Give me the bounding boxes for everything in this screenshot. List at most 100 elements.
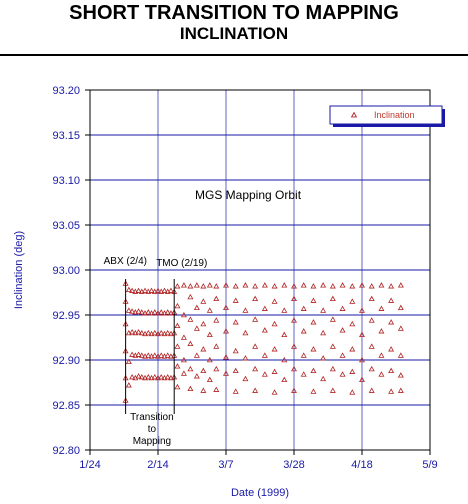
data-point: [138, 329, 145, 336]
data-point: [174, 322, 181, 329]
plot-frame: [89, 89, 431, 451]
data-point: [329, 316, 336, 322]
data-point: [378, 352, 385, 358]
data-point: [213, 365, 220, 372]
data-point: [378, 282, 385, 288]
data-point: [339, 327, 346, 333]
data-point: [291, 365, 297, 372]
annotation-mapping-orbit: MGS Mapping Orbit: [195, 188, 302, 202]
data-point: [151, 373, 158, 380]
data-point: [129, 287, 136, 293]
data-point: [158, 352, 165, 358]
data-point: [339, 371, 346, 377]
data-point: [187, 293, 194, 300]
data-point: [193, 325, 200, 331]
data-point: [193, 282, 200, 288]
data-point: [213, 317, 220, 323]
data-point: [180, 356, 187, 363]
data-point: [138, 352, 145, 358]
data-point: [271, 368, 278, 374]
data-point: [180, 282, 187, 288]
data-point: [125, 307, 132, 313]
data-point: [397, 352, 404, 358]
data-point: [200, 320, 207, 327]
data-point: [164, 373, 171, 380]
data-point: [300, 282, 307, 288]
data-point: [291, 295, 297, 302]
data-point: [223, 304, 229, 311]
data-point: [242, 375, 249, 382]
data-point: [223, 354, 229, 360]
data-point: [359, 307, 365, 313]
data-point: [125, 358, 132, 365]
data-point: [135, 287, 142, 293]
data-point: [213, 386, 220, 392]
data-point: [232, 388, 239, 394]
data-point: [388, 388, 395, 394]
data-point: [223, 328, 229, 334]
data-point: [206, 282, 213, 288]
data-point: [388, 319, 395, 325]
data-point: [200, 298, 207, 304]
x-tick-label: 1/24: [79, 459, 100, 471]
data-point: [187, 365, 194, 372]
data-point: [206, 356, 213, 363]
y-tick-label: 92.95: [52, 310, 80, 322]
data-point: [242, 282, 249, 288]
data-point: [206, 307, 213, 313]
data-point: [252, 316, 259, 322]
data-point: [129, 328, 136, 335]
data-point: [300, 305, 307, 311]
data-point: [378, 328, 385, 334]
data-point: [388, 297, 395, 303]
data-point: [329, 343, 336, 349]
data-point: [158, 309, 165, 315]
data-point: [125, 382, 132, 388]
data-point: [359, 376, 365, 383]
data-point: [135, 351, 142, 357]
data-point: [187, 385, 194, 392]
x-tick-label: 2/14: [147, 459, 168, 471]
data-point: [158, 373, 165, 380]
data-point: [200, 387, 207, 393]
event-markers: [125, 279, 175, 414]
data-point: [242, 355, 249, 361]
annotation-transition-line3: Mapping: [133, 436, 171, 447]
data-point: [252, 295, 259, 302]
data-point: [187, 340, 194, 347]
data-point: [359, 356, 365, 363]
data-point: [271, 283, 278, 289]
y-tick-label: 92.80: [52, 445, 80, 457]
data-point: [135, 373, 142, 379]
data-point: [397, 372, 404, 378]
data-point: [310, 388, 317, 394]
data-point: [242, 329, 249, 336]
data-point: [349, 346, 356, 352]
data-point: [349, 283, 356, 289]
chart-subtitle: INCLINATION: [179, 24, 289, 43]
data-point: [145, 309, 152, 315]
data-point: [158, 329, 165, 336]
data-point: [300, 328, 307, 334]
data-point: [368, 343, 375, 349]
data-point: [125, 286, 132, 293]
data-point: [232, 319, 239, 325]
data-point: [164, 352, 171, 358]
data-point: [138, 373, 145, 380]
data-point: [174, 383, 181, 390]
data-point: [200, 367, 207, 374]
x-tick-label: 3/28: [283, 459, 304, 471]
x-axis-label: Date (1999): [231, 487, 289, 499]
data-point: [310, 346, 317, 352]
data-point: [349, 368, 356, 374]
data-point: [213, 295, 220, 302]
y-tick-label: 92.85: [52, 400, 80, 412]
data-point: [281, 282, 288, 288]
data-point: [329, 295, 336, 302]
y-tick-label: 93.10: [52, 175, 80, 187]
data-point: [252, 343, 259, 349]
data-point: [261, 371, 268, 377]
data-point: [193, 373, 200, 379]
data-point: [320, 355, 327, 361]
legend-label: Inclination: [374, 110, 415, 120]
